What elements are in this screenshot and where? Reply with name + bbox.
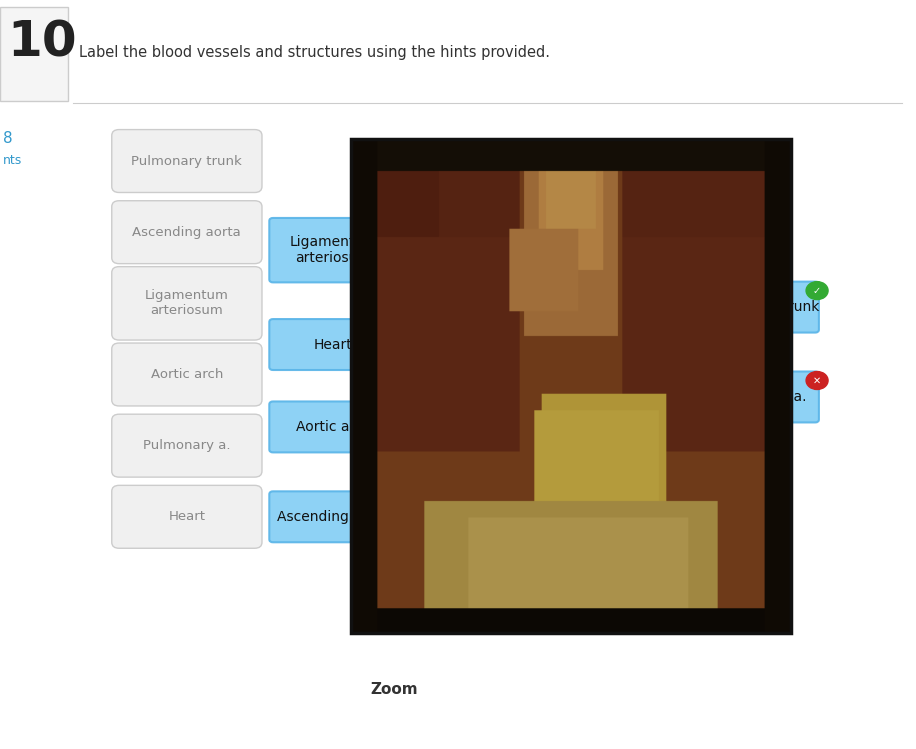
Text: ✕: ✕ (392, 405, 399, 416)
Text: Aortic arch: Aortic arch (150, 368, 224, 381)
FancyBboxPatch shape (269, 218, 398, 282)
Text: Ascending aorta: Ascending aorta (277, 510, 390, 524)
Text: Zoom: Zoom (370, 682, 418, 697)
Text: ✕: ✕ (392, 495, 399, 506)
Text: Heart: Heart (314, 338, 353, 351)
FancyBboxPatch shape (112, 485, 262, 548)
Text: Ligamentum
arteriosum: Ligamentum arteriosum (145, 289, 229, 318)
Text: ✓: ✓ (813, 285, 821, 296)
FancyBboxPatch shape (269, 401, 398, 452)
Text: Ligamentum
arteriosum: Ligamentum arteriosum (289, 235, 377, 265)
Circle shape (385, 218, 407, 236)
Circle shape (385, 401, 407, 419)
Circle shape (385, 319, 407, 337)
FancyBboxPatch shape (112, 343, 262, 406)
Circle shape (806, 282, 828, 300)
FancyBboxPatch shape (112, 201, 262, 264)
Circle shape (806, 372, 828, 389)
Text: Pulmonary a.: Pulmonary a. (143, 439, 231, 452)
Text: ✕: ✕ (813, 375, 821, 386)
FancyBboxPatch shape (0, 7, 68, 101)
Text: ✕: ✕ (392, 323, 399, 333)
FancyBboxPatch shape (112, 414, 262, 477)
Circle shape (385, 491, 407, 509)
Text: Aortic arch: Aortic arch (296, 420, 371, 434)
FancyBboxPatch shape (703, 282, 819, 333)
Text: ✕: ✕ (392, 222, 399, 232)
Text: Pulmonary a.: Pulmonary a. (715, 390, 807, 404)
FancyBboxPatch shape (703, 372, 819, 422)
FancyBboxPatch shape (112, 130, 262, 192)
FancyBboxPatch shape (112, 267, 262, 340)
Text: Pulmonary trunk: Pulmonary trunk (703, 300, 819, 314)
Text: Label the blood vessels and structures using the hints provided.: Label the blood vessels and structures u… (79, 45, 550, 60)
Text: Ascending aorta: Ascending aorta (133, 225, 241, 239)
Text: nts: nts (3, 154, 22, 166)
Text: 8: 8 (3, 131, 13, 146)
Text: Pulmonary trunk: Pulmonary trunk (132, 154, 242, 168)
Text: 10: 10 (7, 19, 77, 67)
FancyBboxPatch shape (269, 491, 398, 542)
FancyBboxPatch shape (269, 319, 398, 370)
Text: Heart: Heart (169, 510, 205, 524)
